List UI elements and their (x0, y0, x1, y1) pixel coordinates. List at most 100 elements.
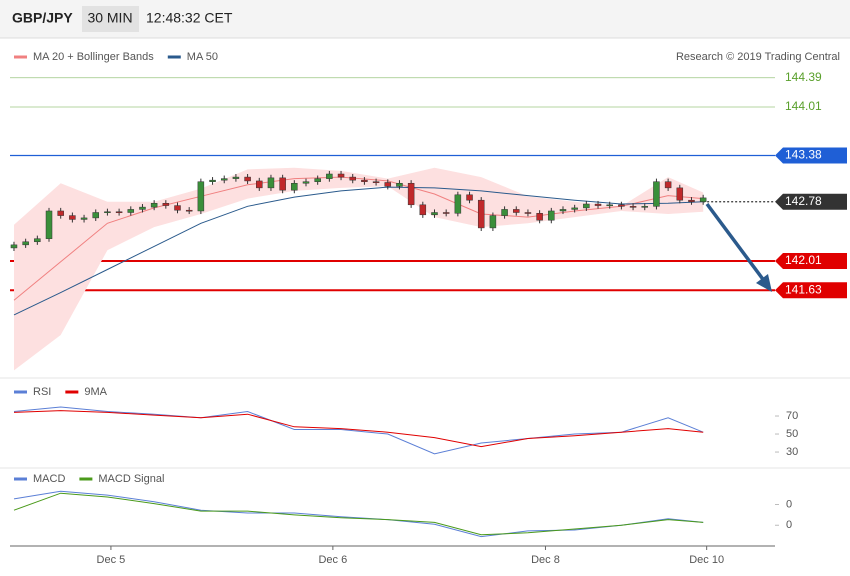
candle-body (361, 179, 368, 182)
candle-body (419, 204, 427, 216)
candle-body (244, 176, 251, 182)
candle-body (256, 180, 263, 189)
candle-body (384, 182, 392, 187)
forecast-arrowhead (756, 274, 772, 292)
candle-body (606, 204, 613, 207)
level-label: 142.78 (785, 194, 822, 208)
legend-label: RSI (33, 386, 51, 398)
x-tick-label: Dec 10 (689, 554, 724, 566)
x-tick-label: Dec 6 (318, 554, 347, 566)
header-bar (0, 0, 850, 38)
legend-label: MA 20 + Bollinger Bands (33, 51, 154, 63)
candle-body (57, 210, 64, 216)
candle-body (583, 203, 590, 209)
candle-body (653, 181, 660, 207)
candle-body (676, 187, 684, 201)
legend-label: 9MA (84, 386, 107, 398)
candle-body (302, 181, 310, 184)
candle-body (664, 181, 672, 189)
candle-body (513, 209, 520, 213)
candle-body (279, 177, 286, 191)
candle-body (150, 203, 158, 208)
candle-body (431, 212, 438, 216)
candle-body (641, 206, 649, 208)
forecast-arrow (705, 202, 767, 284)
level-tag (775, 147, 847, 164)
candle-body (442, 212, 450, 214)
candle-body (185, 209, 193, 212)
symbol: GBP/JPY (12, 10, 73, 26)
y-tick-label: 50 (786, 428, 798, 440)
candle-body (80, 217, 88, 220)
candle-body (22, 241, 29, 246)
candle-body (104, 211, 111, 213)
y-tick-label: 70 (786, 410, 798, 422)
level-label: 144.01 (785, 99, 822, 113)
source: Research © 2019 Trading Central (676, 51, 840, 63)
candle-body (337, 173, 345, 178)
candle-body (454, 194, 462, 214)
candle-body (197, 181, 205, 212)
level-label: 144.39 (785, 70, 822, 84)
y-tick-label: 30 (786, 446, 798, 458)
level-tag (775, 193, 847, 210)
candle-body (372, 181, 380, 183)
legend-label: MACD (33, 473, 65, 485)
candle-body (501, 209, 508, 216)
candle-body (524, 212, 532, 214)
candle-body (326, 173, 333, 179)
y-tick-label: 0 (786, 519, 792, 531)
time: 12:48:32 CET (146, 10, 233, 26)
candle-body (349, 176, 356, 181)
indicator-line (13, 410, 704, 448)
legend-label: MA 50 (187, 51, 218, 63)
candle-body (220, 178, 228, 181)
x-tick-label: Dec 8 (531, 554, 560, 566)
candle-body (232, 176, 240, 179)
candle-body (45, 210, 53, 239)
candle-body (407, 182, 415, 206)
candle-body (699, 197, 707, 202)
legend-label: MACD Signal (98, 473, 164, 485)
interval-box (82, 6, 139, 32)
level-label: 143.38 (785, 148, 822, 162)
candle-body (34, 238, 41, 243)
plot: 144.39 144.01 143.38 142.78 142.01 141.63 MA 2… (10, 51, 847, 566)
candle-body (548, 210, 555, 221)
candle-body (69, 215, 76, 220)
candle-body (291, 182, 298, 191)
bollinger-band (14, 167, 704, 371)
candle-body (139, 206, 146, 210)
x-tick-label: Dec 5 (97, 554, 126, 566)
candle-body (594, 203, 602, 206)
candle-body (127, 209, 135, 213)
level-tag (775, 253, 847, 270)
candle-body (536, 213, 543, 221)
candle-body (571, 207, 578, 210)
candle-body (618, 204, 625, 207)
indicator-line (13, 492, 704, 536)
candle-body (466, 194, 473, 201)
y-tick-label: 0 (786, 498, 792, 510)
candle-body (477, 199, 485, 229)
candle-body (688, 199, 695, 202)
candle-body (162, 203, 170, 206)
candle-body (489, 215, 497, 229)
level-label: 142.01 (785, 253, 822, 267)
candle-body (10, 244, 18, 249)
level-tag (775, 282, 847, 299)
indicator-line (13, 406, 704, 455)
candle-body (629, 206, 637, 208)
candle-body (115, 211, 123, 213)
candle-body (314, 178, 321, 182)
candle-body (559, 209, 567, 212)
candle-body (209, 179, 216, 182)
level-label: 141.63 (785, 282, 822, 296)
candle-body (92, 212, 99, 219)
interval: 30 MIN (87, 10, 132, 26)
candle-body (396, 182, 403, 187)
candle-body (267, 177, 275, 189)
